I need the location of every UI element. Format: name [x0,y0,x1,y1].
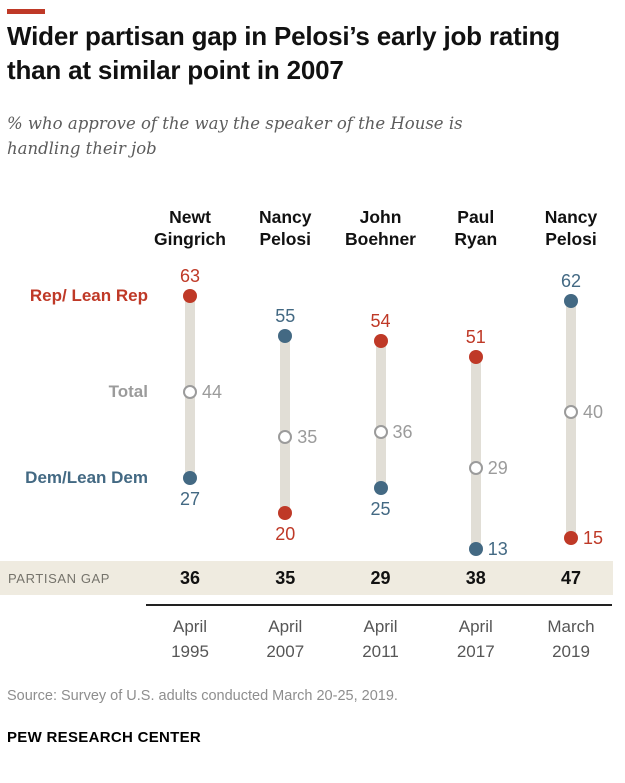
dem-value-label: 55 [275,306,296,327]
date-label: April 1995 [171,617,209,661]
date-label: April 2017 [456,617,495,661]
date-label: March 2019 [547,617,595,661]
legend-total-label: Total [108,382,148,401]
chart-title: Wider partisan gap in Pelosi’s early job… [7,21,560,85]
rep-value-label: 63 [179,266,201,286]
date-label: April 2007 [266,617,305,661]
rep-dot [373,334,388,349]
total-dot [468,460,483,475]
footer-brand: PEW RESEARCH CENTER [7,729,202,746]
dem-dot [278,329,293,344]
legend-dem-label: Dem/Lean Dem [25,468,148,487]
speaker-name: Newt Gingrich [154,207,226,250]
partisan-gap-band [0,561,613,595]
dem-value-label: 13 [487,538,508,559]
dem-dot [183,470,197,485]
total-value-label: 36 [392,422,413,443]
partisan-gap-label: PARTISAN GAP [8,571,111,586]
source-note: Source: Survey of U.S. adults conducted … [7,688,398,704]
rep-value-label: 51 [465,326,486,347]
total-value-label: 44 [202,381,223,402]
dem-value-label: 27 [179,488,201,509]
total-value-label: 29 [487,457,508,478]
dem-dot [564,294,578,309]
dem-value-label: 62 [560,271,582,292]
dumbbell-bar [470,349,481,556]
total-dot [373,425,388,440]
chart-subtitle: % who approve of the way the speaker of … [7,114,463,158]
rep-value-label: 54 [370,311,391,332]
gap-value: 38 [465,568,486,588]
dumbbell-bar [280,329,291,521]
dem-dot [468,541,483,556]
rep-dot [183,289,197,303]
date-label: April 2011 [362,617,399,661]
total-value-label: 35 [297,427,318,448]
legend-rep-label: Rep/ Lean Rep [29,286,148,305]
accent-tick [7,9,45,14]
gap-value: 36 [179,568,201,588]
total-dot [278,430,293,445]
dem-dot [373,480,388,495]
speaker-name: Nancy Pelosi [544,207,598,250]
rep-value-label: 15 [583,528,604,549]
dumbbell-bar [566,294,576,546]
total-value-label: 40 [583,402,604,423]
x-axis-line [146,604,612,606]
gap-value: 35 [275,568,296,588]
dumbbell-bar [375,334,386,495]
total-dot [183,384,197,399]
rep-value-label: 20 [275,524,296,545]
dem-value-label: 25 [370,498,391,519]
rep-dot [564,531,578,546]
speaker-name: Nancy Pelosi [258,207,312,250]
gap-value: 29 [370,568,391,588]
rep-dot [278,506,293,521]
speaker-name: John Boehner [345,207,416,250]
total-dot [564,405,578,420]
gap-value: 47 [560,568,582,588]
rep-dot [468,349,483,364]
speaker-name: Paul Ryan [454,207,498,250]
